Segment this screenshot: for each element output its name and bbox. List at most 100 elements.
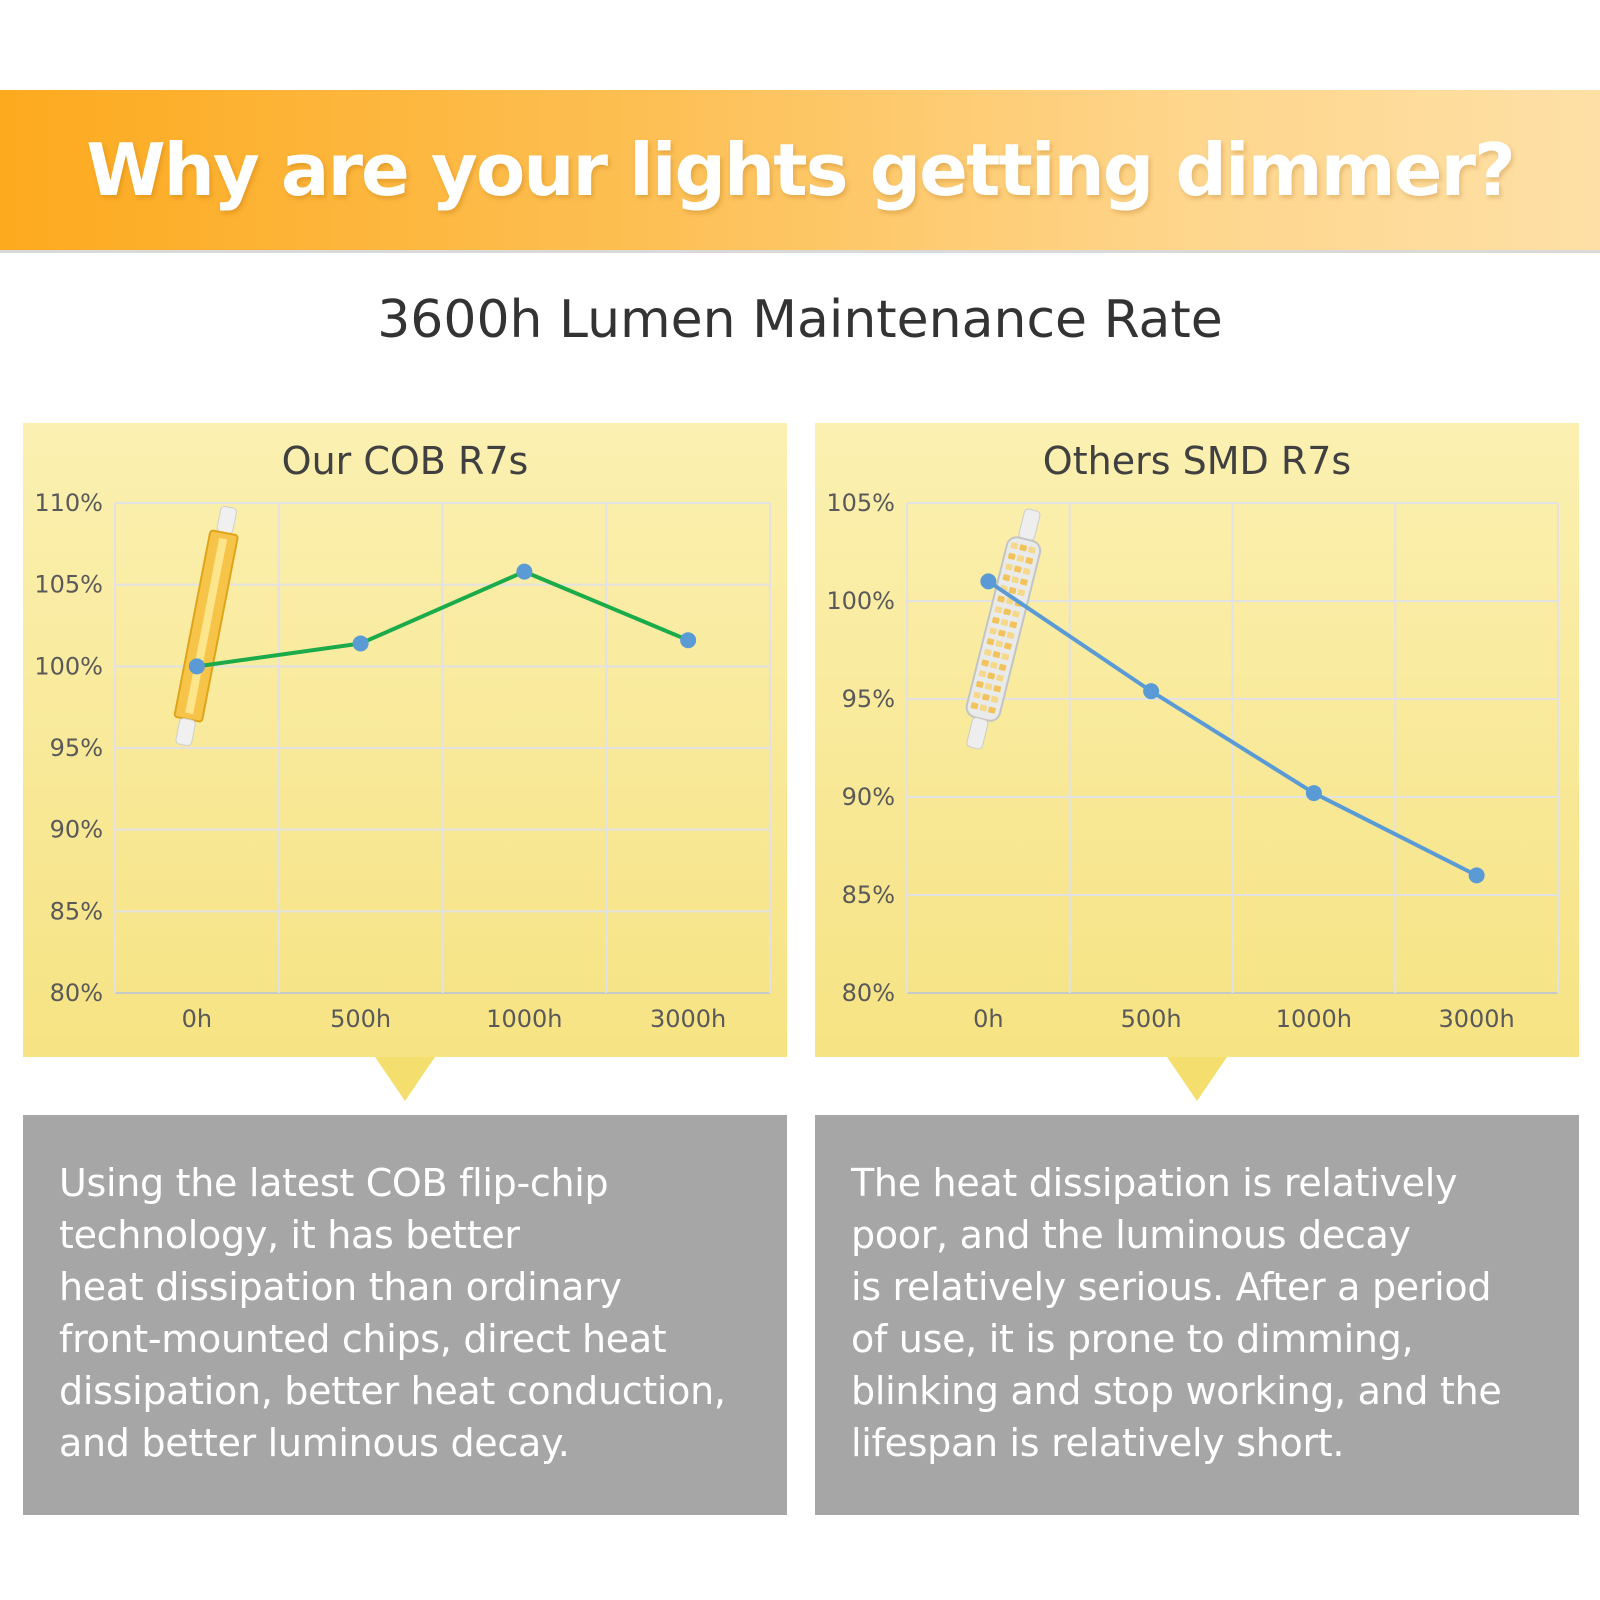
led-chip [1007, 552, 1016, 560]
led-chip [981, 659, 990, 667]
data-point-marker [188, 658, 205, 675]
led-chip [1017, 589, 1026, 597]
led-chip [997, 595, 1006, 603]
led-chip [984, 683, 993, 691]
x-tick-labels: 0h 500h 1000h 3000h [973, 1005, 1515, 1033]
x-tick-label: 1000h [486, 1005, 562, 1033]
y-tick-label: 90% [50, 816, 103, 844]
description-line: poor, and the luminous decay [851, 1213, 1411, 1257]
y-tick-label: 80% [50, 979, 103, 1007]
y-tick-label: 80% [842, 979, 895, 1007]
cob-line-chart: 110% 105% 100% 95% 90% 85% 80% 0h 500h 1000h 3000… [34, 489, 771, 1033]
led-chip [1005, 563, 1013, 571]
led-chip [1000, 619, 1009, 627]
y-tick-labels: 110% 105% 100% 95% 90% 85% 80% [34, 489, 103, 1007]
smd-chart-panel: Others SMD R7s 105% 100% 95% 90% 85% 80% 0h 50… [815, 423, 1579, 1101]
headline-banner: Why are your lights getting dimmer? [0, 90, 1600, 250]
series-plot [188, 563, 697, 675]
led-chip [1008, 586, 1017, 595]
chart-grid [114, 502, 771, 994]
led-chip [997, 629, 1006, 637]
y-tick-label: 85% [842, 881, 895, 909]
led-chip [1002, 574, 1011, 582]
led-chip [996, 674, 1004, 682]
x-tick-label: 3000h [650, 1005, 726, 1033]
data-point-marker [1143, 683, 1160, 700]
y-tick-label: 100% [34, 652, 103, 680]
description-line: heat dissipation than ordinary [59, 1265, 622, 1309]
led-chip [990, 695, 999, 703]
led-chip [993, 685, 1002, 693]
description-line: of use, it is prone to dimming, [851, 1317, 1414, 1361]
y-tick-labels: 105% 100% 95% 90% 85% 80% [826, 489, 895, 1007]
led-chip [992, 651, 1001, 659]
smd-description-box: The heat dissipation is relatively poor, … [815, 1115, 1579, 1515]
led-chip [1011, 610, 1020, 618]
description-line: lifespan is relatively short. [851, 1421, 1345, 1465]
y-tick-label: 95% [50, 734, 103, 762]
led-chip [973, 691, 982, 699]
led-chip [1004, 642, 1012, 650]
headline-title: Why are your lights getting dimmer? [86, 128, 1516, 212]
description-line: dissipation, better heat conduction, [59, 1369, 726, 1413]
description-line: is relatively serious. After a period [851, 1265, 1492, 1309]
x-tick-label: 500h [1121, 1005, 1182, 1033]
description-line: Using the latest COB flip-chip [59, 1161, 609, 1205]
led-chip [988, 706, 996, 714]
series-plot [980, 573, 1485, 884]
led-chip [983, 648, 992, 656]
bulb-end-cap-top [1018, 508, 1041, 541]
chart-title: Our COB R7s [281, 439, 529, 483]
x-tick-label: 500h [330, 1005, 391, 1033]
y-tick-label: 100% [826, 587, 895, 615]
led-chip [1025, 557, 1034, 565]
y-tick-label: 85% [50, 897, 103, 925]
led-chip [970, 702, 979, 710]
led-chip [998, 663, 1007, 671]
description-line: and better luminous decay. [59, 1421, 570, 1465]
page-subtitle: 3600h Lumen Maintenance Rate [377, 290, 1223, 350]
description-line: technology, it has better [59, 1213, 520, 1257]
led-chip [1019, 578, 1028, 586]
led-chip [1013, 565, 1022, 573]
bulb-end-cap-bottom [175, 717, 196, 747]
led-chip [1019, 544, 1028, 552]
y-tick-label: 110% [34, 489, 103, 517]
led-chip [989, 627, 998, 635]
y-tick-label: 90% [842, 783, 895, 811]
data-point-marker [680, 632, 697, 649]
bulb-end-cap-bottom [966, 717, 989, 750]
y-tick-label: 95% [842, 685, 895, 713]
description-line: The heat dissipation is relatively [851, 1161, 1458, 1205]
led-chip [975, 680, 984, 688]
bulb-end-cap-top [216, 505, 237, 535]
data-point-marker [1468, 867, 1485, 884]
led-chip [1016, 554, 1025, 563]
led-chip [994, 606, 1003, 614]
cob-chart-panel: Our COB R7s 110% 105% 100% 95% 90% 85% 80% 0h 5… [23, 423, 787, 1101]
led-chip [1003, 608, 1012, 616]
led-chip [995, 640, 1004, 648]
y-tick-label: 105% [34, 571, 103, 599]
data-point-marker [980, 573, 997, 590]
led-chip [991, 616, 1000, 624]
led-chip [981, 693, 990, 701]
description-line: blinking and stop working, and the [851, 1369, 1502, 1413]
smd-description-text: The heat dissipation is relatively poor, … [851, 1157, 1543, 1469]
cob-description-box: Using the latest COB flip-chip technology… [23, 1115, 787, 1515]
led-chip [989, 661, 998, 669]
led-chip [986, 638, 995, 646]
led-chip [1022, 567, 1031, 575]
panel-pointer [1167, 1057, 1227, 1101]
x-tick-label: 0h [182, 1005, 212, 1033]
description-line: front-mounted chips, direct heat [59, 1317, 667, 1361]
bulb-led-chips [970, 542, 1036, 714]
led-chip [1027, 546, 1036, 554]
data-point-marker [352, 635, 369, 652]
led-chip [1010, 542, 1019, 550]
y-tick-label: 105% [826, 489, 895, 517]
cob-bulb-image [173, 505, 239, 747]
led-chip [987, 672, 996, 680]
x-tick-label: 0h [973, 1005, 1003, 1033]
smd-bulb-image [965, 508, 1042, 750]
